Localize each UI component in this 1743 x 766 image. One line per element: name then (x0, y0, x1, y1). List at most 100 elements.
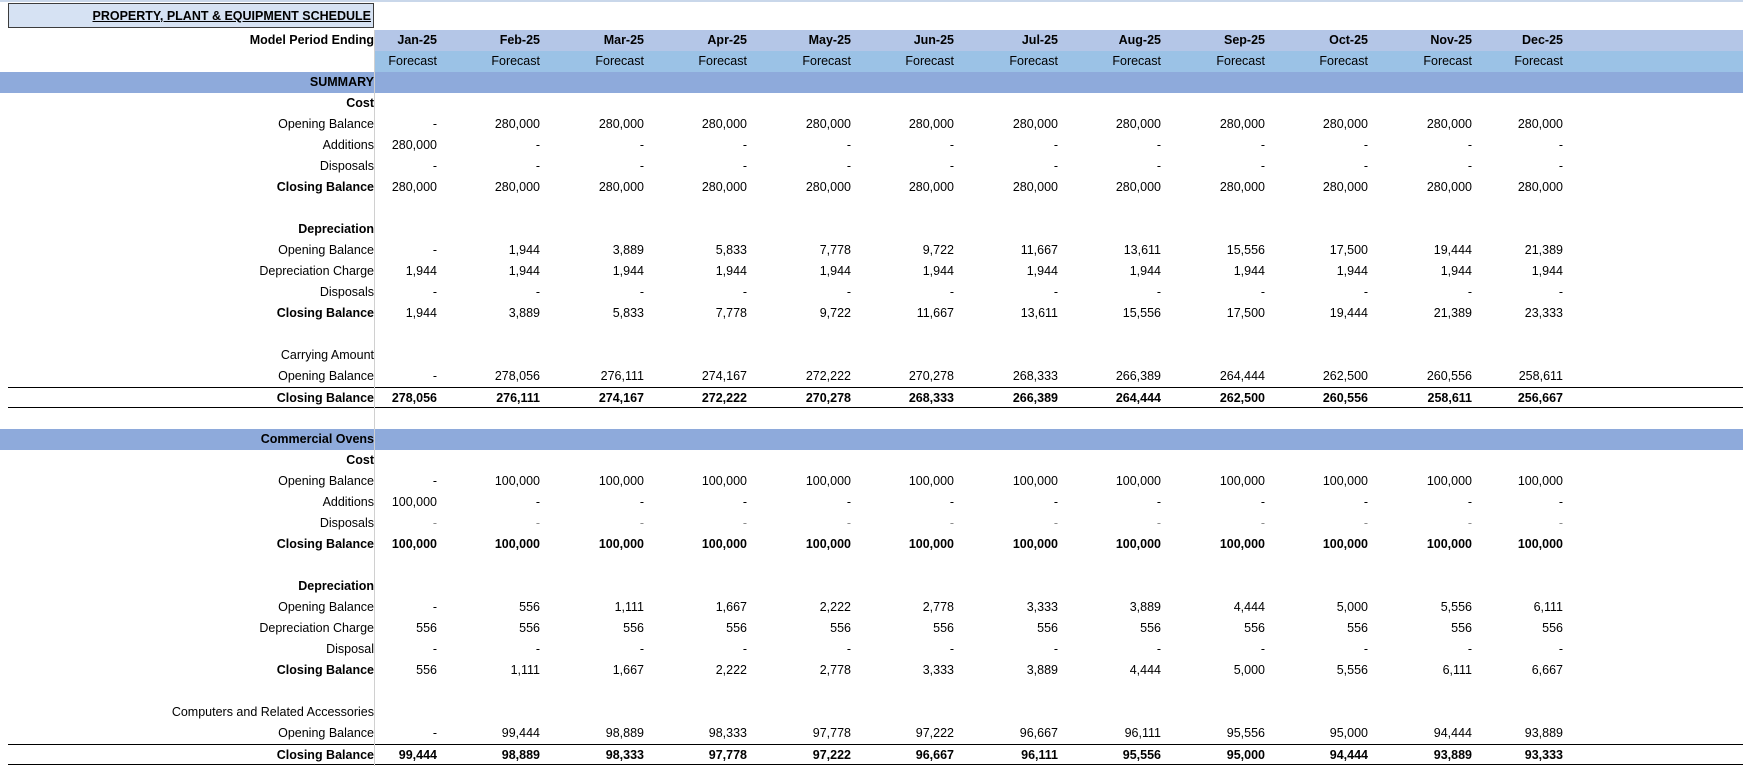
row-8-cell-11[interactable]: 19,444 (1433, 243, 1472, 257)
row-9-cell-6[interactable]: 1,944 (922, 264, 954, 278)
row-32-cell-11[interactable]: 93,889 (1433, 748, 1472, 762)
row-26-cell-3[interactable]: 556 (623, 621, 644, 635)
row-19-cell-9[interactable]: 100,000 (1219, 474, 1265, 488)
header-type-9[interactable]: Forecast (1216, 54, 1265, 68)
row-4-cell-3[interactable]: - (639, 159, 644, 173)
row-25-cell-7[interactable]: 3,333 (1026, 600, 1058, 614)
row-11-cell-12[interactable]: 23,333 (1524, 306, 1563, 320)
row-22-cell-9[interactable]: 100,000 (1219, 537, 1265, 551)
row-2-cell-10[interactable]: 280,000 (1322, 117, 1368, 131)
row-label[interactable]: Depreciation Charge (259, 264, 374, 278)
row-label[interactable]: Opening Balance (278, 726, 374, 740)
row-11-cell-11[interactable]: 21,389 (1433, 306, 1472, 320)
row-14-cell-4[interactable]: 274,167 (701, 369, 747, 383)
row-14-cell-8[interactable]: 266,389 (1115, 369, 1161, 383)
row-26-cell-11[interactable]: 556 (1451, 621, 1472, 635)
row-28-cell-3[interactable]: 1,667 (612, 663, 644, 677)
row-3-cell-7[interactable]: - (1053, 138, 1058, 152)
row-21-cell-3[interactable]: - (639, 516, 644, 530)
row-9-cell-7[interactable]: 1,944 (1026, 264, 1058, 278)
row-11-cell-6[interactable]: 11,667 (916, 306, 954, 320)
row-21-cell-6[interactable]: - (949, 516, 954, 530)
row-21-cell-9[interactable]: - (1260, 516, 1265, 530)
row-25-cell-3[interactable]: 1,111 (614, 600, 644, 614)
row-15-cell-8[interactable]: 264,444 (1115, 391, 1161, 405)
row-15-cell-3[interactable]: 274,167 (598, 391, 644, 405)
row-19-cell-1[interactable]: - (432, 474, 437, 488)
row-25-cell-5[interactable]: 2,222 (819, 600, 851, 614)
row-20-cell-7[interactable]: - (1053, 495, 1058, 509)
row-20-cell-8[interactable]: - (1156, 495, 1161, 509)
row-27-cell-10[interactable]: - (1363, 642, 1368, 656)
row-21-cell-4[interactable]: - (742, 516, 747, 530)
row-2-cell-1[interactable]: - (432, 117, 437, 131)
row-21-cell-8[interactable]: - (1156, 516, 1161, 530)
row-label[interactable]: Additions (322, 495, 374, 509)
row-14-cell-10[interactable]: 262,500 (1322, 369, 1368, 383)
row-27-cell-5[interactable]: - (846, 642, 851, 656)
row-26-cell-6[interactable]: 556 (933, 621, 954, 635)
row-11-cell-1[interactable]: 1,944 (405, 306, 437, 320)
row-8-cell-3[interactable]: 3,889 (612, 243, 644, 257)
row-20-cell-3[interactable]: - (639, 495, 644, 509)
row-2-cell-4[interactable]: 280,000 (701, 117, 747, 131)
row-14-cell-5[interactable]: 272,222 (805, 369, 851, 383)
row-2-cell-12[interactable]: 280,000 (1517, 117, 1563, 131)
row-2-cell-2[interactable]: 280,000 (494, 117, 540, 131)
row-label[interactable] (0, 555, 374, 576)
row-9-cell-3[interactable]: 1,944 (612, 264, 644, 278)
row-2-cell-5[interactable]: 280,000 (805, 117, 851, 131)
row-label[interactable]: Closing Balance (276, 537, 374, 551)
row-label[interactable]: Opening Balance (278, 474, 374, 488)
row-20-cell-10[interactable]: - (1363, 495, 1368, 509)
row-3-cell-1[interactable]: 280,000 (391, 138, 437, 152)
row-27-cell-9[interactable]: - (1260, 642, 1265, 656)
row-5-cell-2[interactable]: 280,000 (494, 180, 540, 194)
row-27-cell-11[interactable]: - (1467, 642, 1472, 656)
row-20-cell-6[interactable]: - (949, 495, 954, 509)
row-2-cell-9[interactable]: 280,000 (1219, 117, 1265, 131)
row-5-cell-8[interactable]: 280,000 (1115, 180, 1161, 194)
row-10-cell-5[interactable]: - (846, 285, 851, 299)
row-label[interactable]: Commercial Ovens (260, 432, 374, 446)
row-5-cell-9[interactable]: 280,000 (1219, 180, 1265, 194)
row-label[interactable]: Additions (322, 138, 374, 152)
row-21-cell-10[interactable]: - (1363, 516, 1368, 530)
row-27-cell-6[interactable]: - (949, 642, 954, 656)
row-22-cell-3[interactable]: 100,000 (598, 537, 644, 551)
row-9-cell-2[interactable]: 1,944 (508, 264, 540, 278)
row-15-cell-1[interactable]: 278,056 (391, 391, 437, 405)
header-type-4[interactable]: Forecast (698, 54, 747, 68)
row-15-cell-2[interactable]: 276,111 (496, 391, 540, 405)
row-25-cell-4[interactable]: 1,667 (715, 600, 747, 614)
row-4-cell-7[interactable]: - (1053, 159, 1058, 173)
row-5-cell-5[interactable]: 280,000 (805, 180, 851, 194)
row-22-cell-8[interactable]: 100,000 (1115, 537, 1161, 551)
row-3-cell-4[interactable]: - (742, 138, 747, 152)
row-5-cell-4[interactable]: 280,000 (701, 180, 747, 194)
row-22-cell-2[interactable]: 100,000 (494, 537, 540, 551)
row-21-cell-2[interactable]: - (535, 516, 540, 530)
row-11-cell-8[interactable]: 15,556 (1122, 306, 1161, 320)
row-27-cell-12[interactable]: - (1558, 642, 1563, 656)
row-label[interactable]: Depreciation (298, 222, 374, 236)
row-11-cell-4[interactable]: 7,778 (715, 306, 747, 320)
row-14-cell-12[interactable]: 258,611 (1518, 369, 1563, 383)
row-31-cell-3[interactable]: 98,889 (605, 726, 644, 740)
row-26-cell-4[interactable]: 556 (726, 621, 747, 635)
row-32-cell-9[interactable]: 95,000 (1226, 748, 1265, 762)
row-5-cell-6[interactable]: 280,000 (908, 180, 954, 194)
row-15-cell-5[interactable]: 270,278 (805, 391, 851, 405)
row-26-cell-5[interactable]: 556 (830, 621, 851, 635)
row-label[interactable] (0, 681, 374, 702)
header-type-1[interactable]: Forecast (388, 54, 437, 68)
row-28-cell-6[interactable]: 3,333 (922, 663, 954, 677)
row-27-cell-8[interactable]: - (1156, 642, 1161, 656)
row-10-cell-8[interactable]: - (1156, 285, 1161, 299)
row-31-cell-9[interactable]: 95,556 (1226, 726, 1265, 740)
row-4-cell-5[interactable]: - (846, 159, 851, 173)
header-type-2[interactable]: Forecast (491, 54, 540, 68)
row-2-cell-8[interactable]: 280,000 (1115, 117, 1161, 131)
row-15-cell-11[interactable]: 258,611 (1427, 391, 1473, 405)
row-3-cell-11[interactable]: - (1467, 138, 1472, 152)
